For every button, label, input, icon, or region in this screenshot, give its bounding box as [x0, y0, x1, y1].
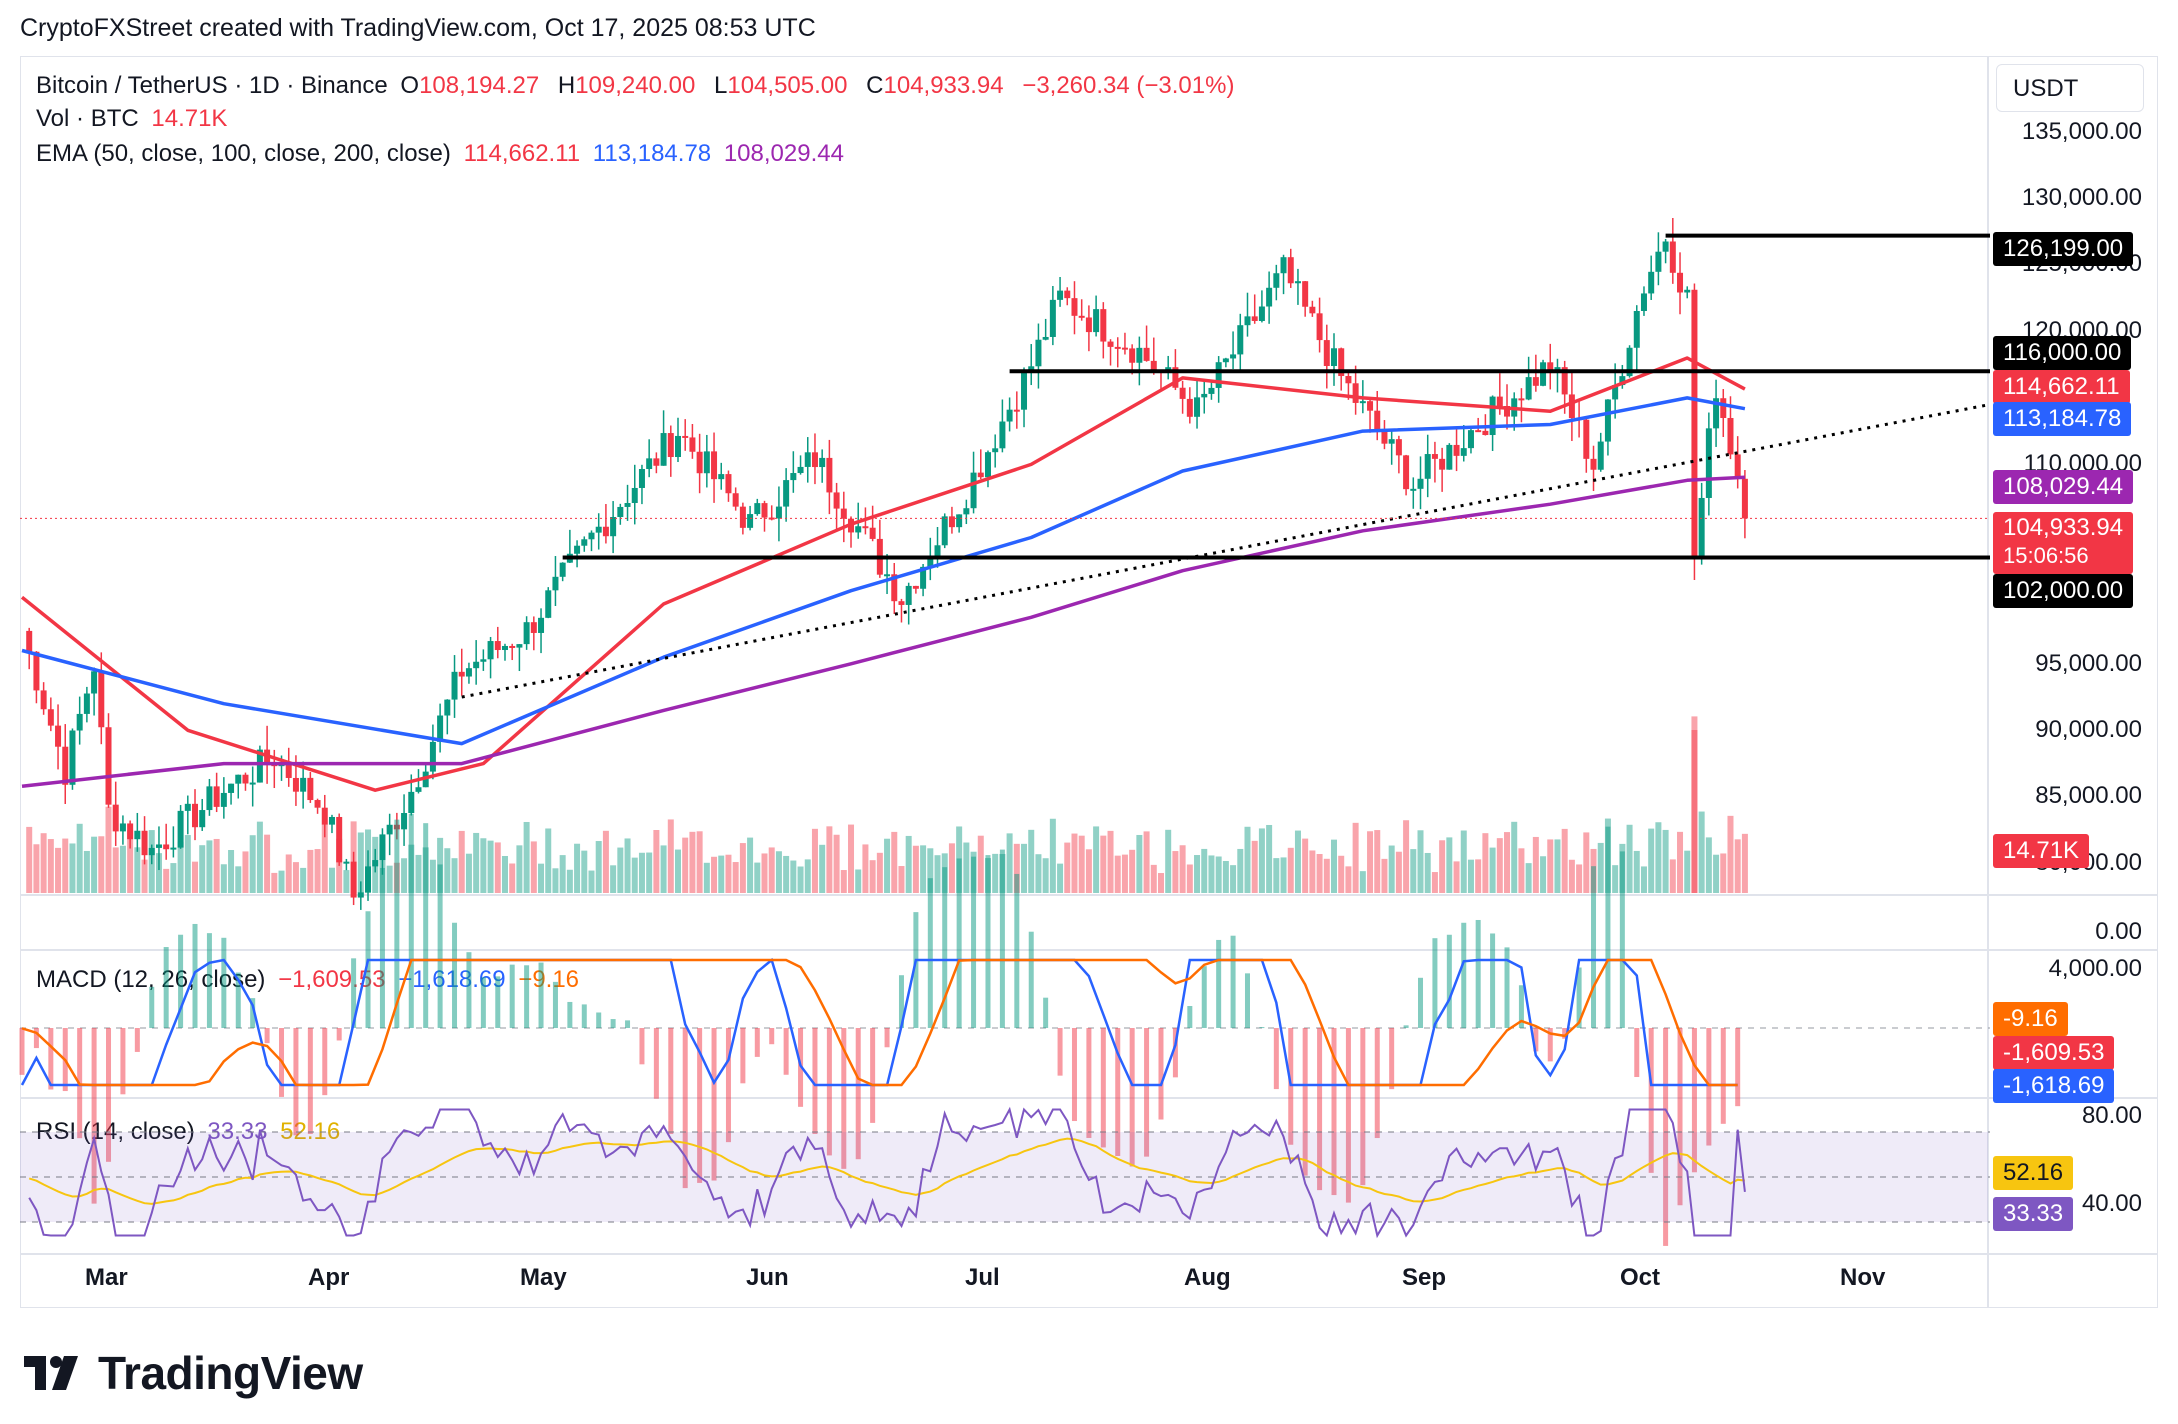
- chart-caption: CryptoFXStreet created with TradingView.…: [20, 14, 816, 42]
- time-tick-aug: Aug: [1184, 1264, 1231, 1291]
- ema-label: EMA (50, close, 100, close, 200, close): [36, 140, 451, 167]
- macd-signal-tag: -1,618.69: [1993, 1069, 2115, 1103]
- tradingview-logo[interactable]: TradingView: [24, 1346, 363, 1400]
- time-tick-oct: Oct: [1620, 1264, 1661, 1291]
- macd-hist-value: −9.16: [518, 966, 580, 993]
- ema100-value: 113,184.78: [592, 140, 712, 167]
- macd-legend: MACD (12, 26, close) −1,609.53 −1,618.69…: [36, 966, 585, 994]
- rsi-ma-value: 52.16: [280, 1118, 341, 1145]
- macd-label: MACD (12, 26, close): [36, 966, 266, 993]
- rsi-tick-80: 80.00: [2081, 1102, 2142, 1129]
- volume-legend: Vol · BTC 14.71K: [36, 105, 233, 133]
- ema-legend: EMA (50, close, 100, close, 200, close) …: [36, 140, 850, 168]
- chart-frame: [20, 56, 2158, 1308]
- high-label: H: [557, 72, 576, 99]
- symbol-legend: Bitcoin / TetherUS · 1D · Binance O108,1…: [36, 72, 1240, 100]
- change-value: −3,260.34 (−3.01%): [1022, 72, 1235, 99]
- open-label: O: [400, 72, 420, 99]
- rsi-tag: 33.33: [1993, 1197, 2074, 1231]
- rsi-tick-40: 40.00: [2081, 1190, 2142, 1217]
- level-low-tag: 102,000.00: [1993, 574, 2134, 608]
- ema200-tag: 108,029.44: [1993, 470, 2134, 504]
- countdown-value: 15:06:56: [2003, 543, 2089, 568]
- ema200-value: 108,029.44: [723, 140, 844, 167]
- rsi-legend: RSI (14, close) 33.33 52.16: [36, 1118, 346, 1146]
- rsi-label: RSI (14, close): [36, 1118, 195, 1145]
- ema50-tag: 114,662.11: [1993, 370, 2130, 404]
- price-tick-95000: 95,000.00: [2035, 650, 2142, 677]
- time-tick-may: May: [520, 1264, 567, 1291]
- high-value: 109,240.00: [575, 72, 696, 99]
- price-tick-90000: 90,000.00: [2035, 716, 2142, 743]
- currency-selector[interactable]: USDT: [1996, 64, 2144, 112]
- open-value: 108,194.27: [419, 72, 540, 99]
- low-label: L: [714, 72, 728, 99]
- symbol-title: Bitcoin / TetherUS · 1D · Binance: [36, 72, 388, 99]
- macd-tag: -1,609.53: [1993, 1036, 2115, 1070]
- volume-value: 14.71K: [151, 105, 228, 132]
- macd-signal-value: −1,618.69: [398, 966, 506, 993]
- tradingview-logo-icon: [24, 1356, 78, 1390]
- ema100-tag: 113,184.78: [1993, 402, 2132, 436]
- level-mid-tag: 116,000.00: [1993, 336, 2132, 370]
- time-tick-nov: Nov: [1840, 1264, 1886, 1291]
- time-tick-jul: Jul: [965, 1264, 1000, 1291]
- time-tick-mar: Mar: [85, 1264, 128, 1291]
- close-label: C: [866, 72, 884, 99]
- rsi-ma-tag: 52.16: [1993, 1156, 2074, 1190]
- last-price-value: 104,933.94: [2003, 514, 2124, 541]
- tradingview-wordmark: TradingView: [98, 1347, 363, 1399]
- time-tick-apr: Apr: [308, 1264, 350, 1291]
- close-value: 104,933.94: [883, 72, 1004, 99]
- level-high-tag: 126,199.00: [1993, 232, 2134, 266]
- macd-tick-4000: 4,000.00: [2048, 955, 2142, 982]
- last-price-tag: 104,933.94 15:06:56: [1993, 512, 2134, 574]
- price-tick-130000: 130,000.00: [2021, 184, 2142, 211]
- volume-tick-0: 0.00: [2095, 918, 2142, 945]
- low-value: 104,505.00: [727, 72, 848, 99]
- volume-tag: 14.71K: [1993, 834, 2090, 868]
- price-tick-135000: 135,000.00: [2021, 118, 2142, 145]
- macd-hist-tag: -9.16: [1993, 1002, 2068, 1036]
- rsi-value: 33.33: [207, 1118, 268, 1145]
- price-tick-85000: 85,000.00: [2035, 782, 2142, 809]
- ema50-value: 114,662.11: [463, 140, 581, 167]
- time-tick-jun: Jun: [746, 1264, 789, 1291]
- time-tick-sep: Sep: [1402, 1264, 1447, 1291]
- volume-label: Vol · BTC: [36, 105, 139, 132]
- macd-value: −1,609.53: [278, 966, 386, 993]
